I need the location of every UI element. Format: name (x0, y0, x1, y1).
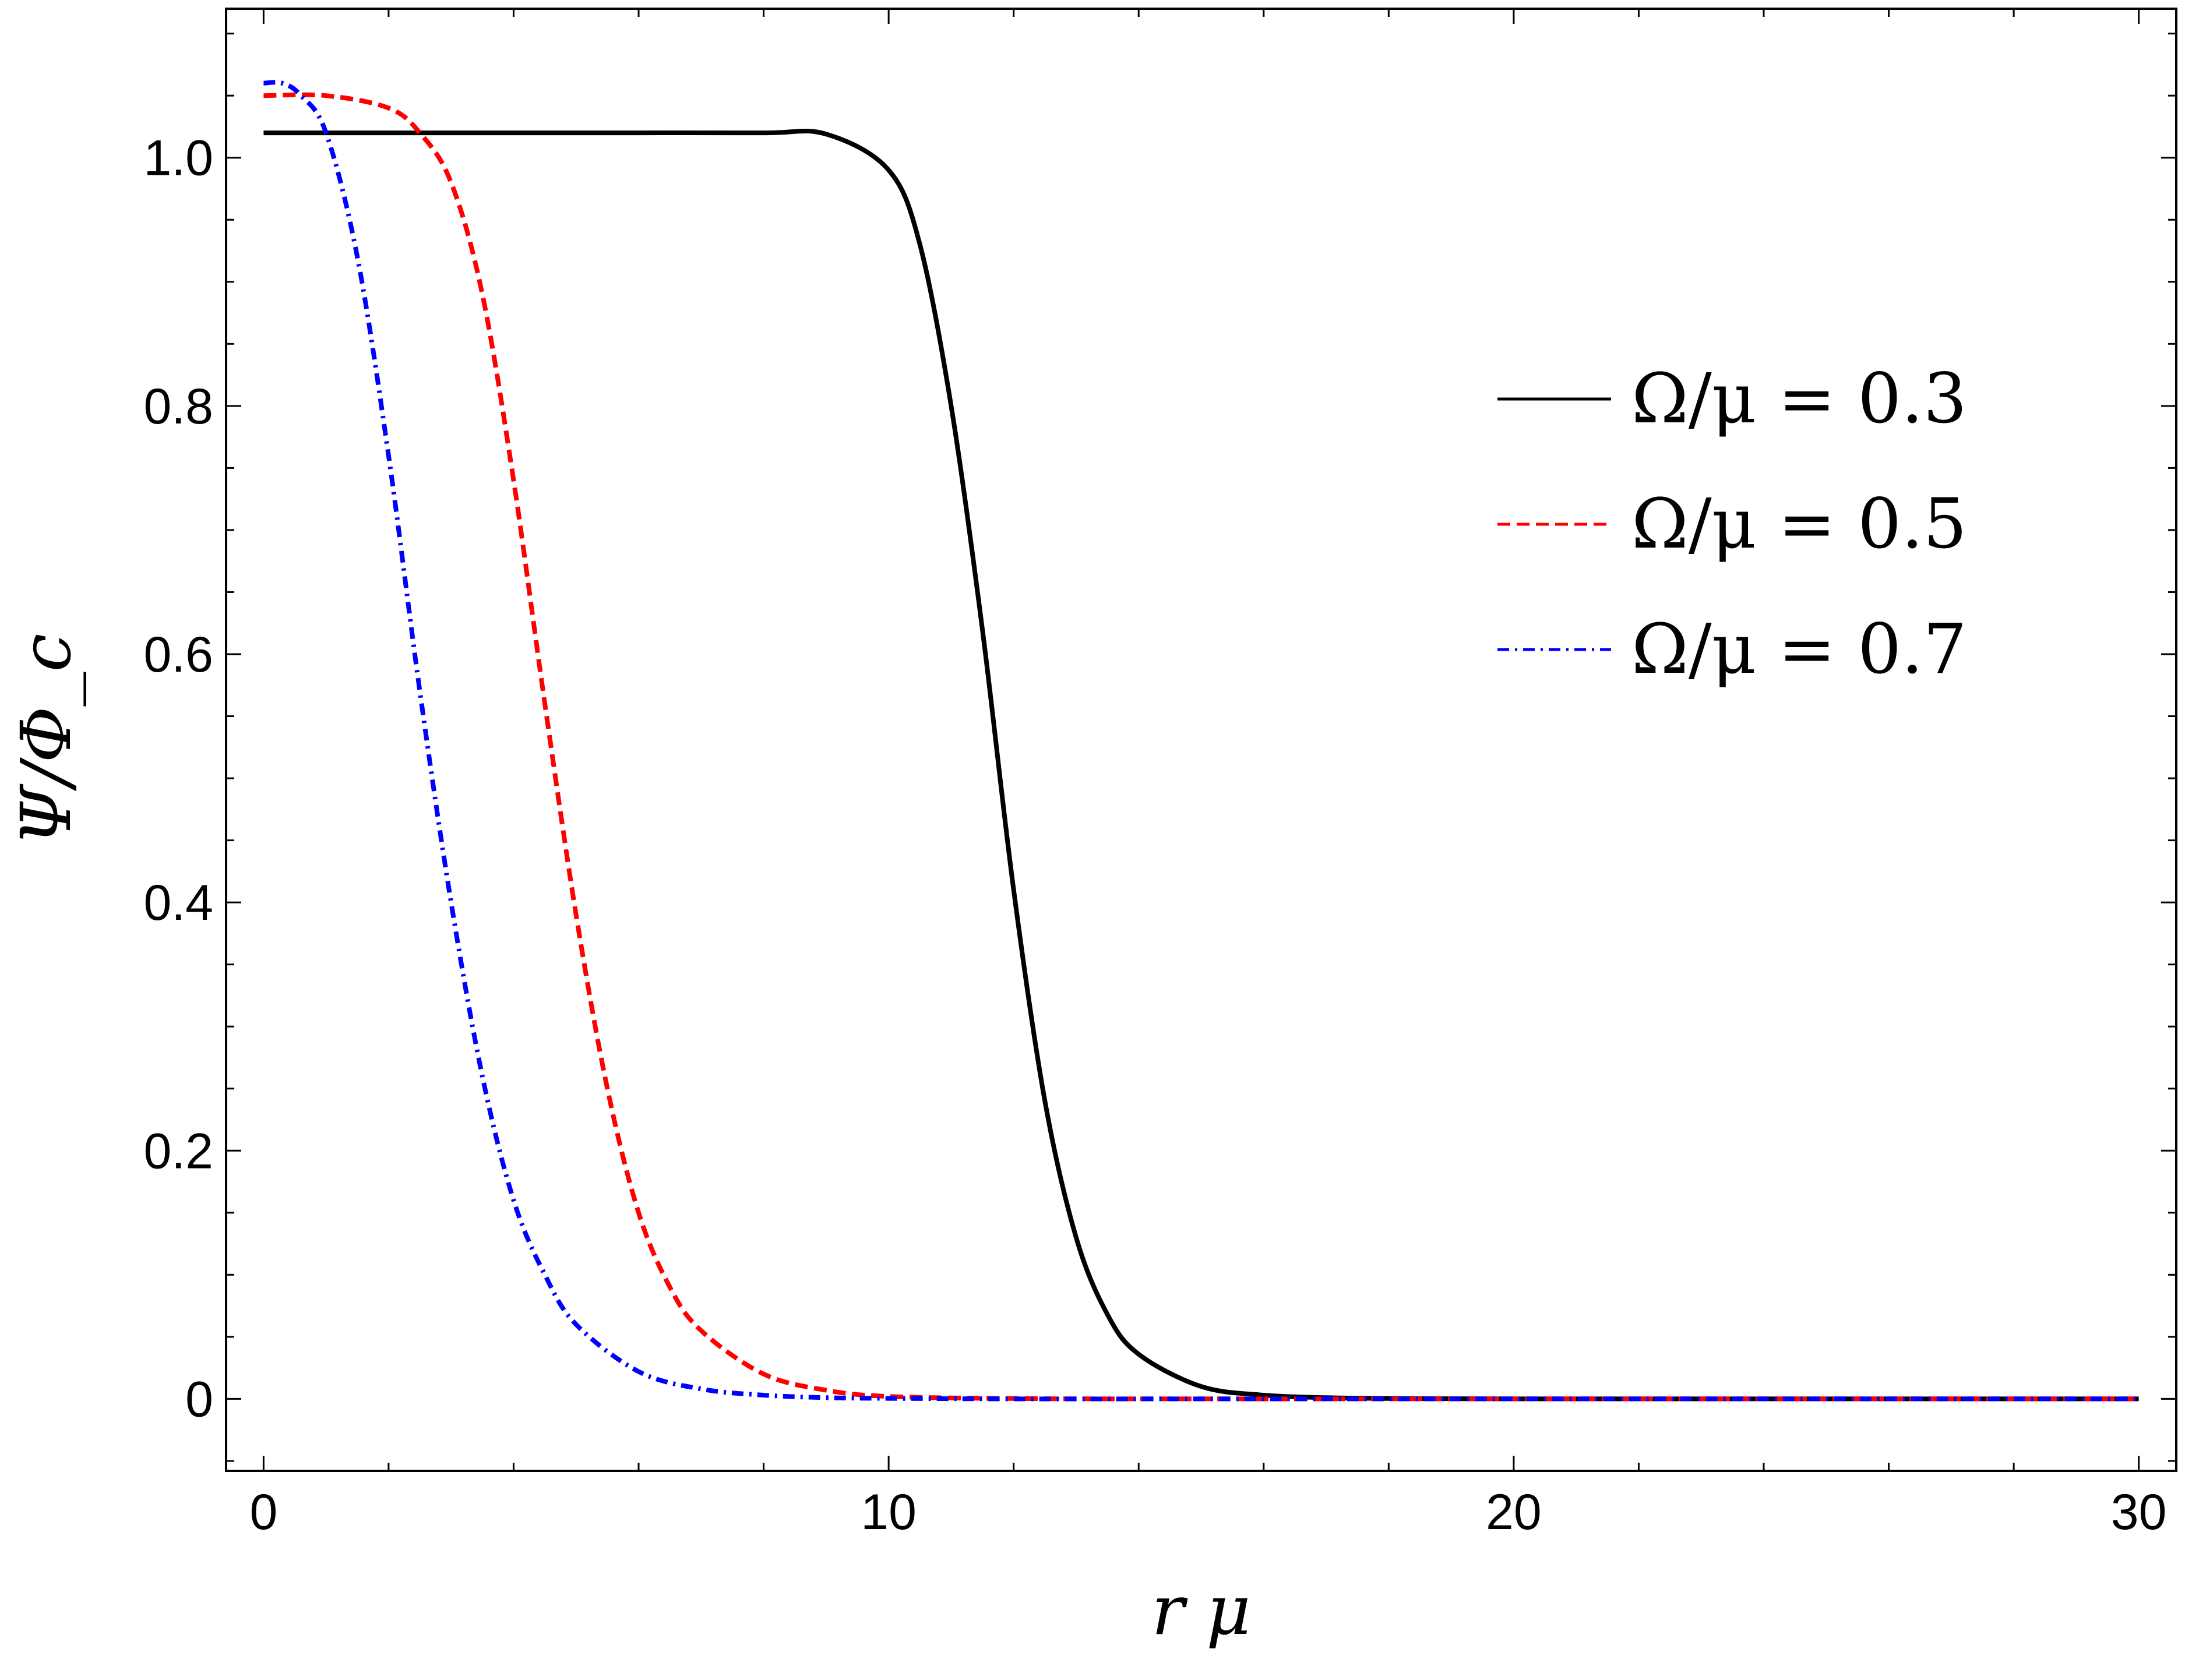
series-line-2 (263, 92, 2139, 1402)
axis-ticks: 0 10 20 30 0 0.2 0.4 0.6 0.8 1.0 (143, 9, 2176, 1540)
y-tick-label: 0 (185, 1371, 213, 1427)
x-axis-label: r μ (1151, 1570, 1251, 1650)
x-tick-label: 30 (2111, 1484, 2167, 1540)
legend: Ω/μ = 0.3 Ω/μ = 0.5 Ω/μ = 0.7 (1497, 358, 1967, 689)
series-line-1 (263, 128, 2139, 1402)
y-tick-label: 0.4 (143, 875, 213, 931)
y-tick-label: 0.6 (143, 627, 213, 683)
legend-label-2: Ω/μ = 0.5 (1631, 483, 1967, 564)
y-tick-label: 0.2 (143, 1123, 213, 1179)
legend-label-1: Ω/μ = 0.3 (1631, 358, 1967, 439)
y-tick-label: 1.0 (143, 130, 213, 186)
x-tick-label: 20 (1486, 1484, 1542, 1540)
x-tick-label: 0 (249, 1484, 277, 1540)
plot-frame (225, 8, 2177, 1472)
series-line-3 (263, 80, 2139, 1402)
y-tick-label: 0.8 (143, 379, 213, 435)
plot-area (263, 80, 2139, 1402)
y-axis-label: Ψ/Φ_c (6, 633, 86, 846)
x-tick-label: 10 (861, 1484, 917, 1540)
legend-label-3: Ω/μ = 0.7 (1631, 609, 1967, 689)
